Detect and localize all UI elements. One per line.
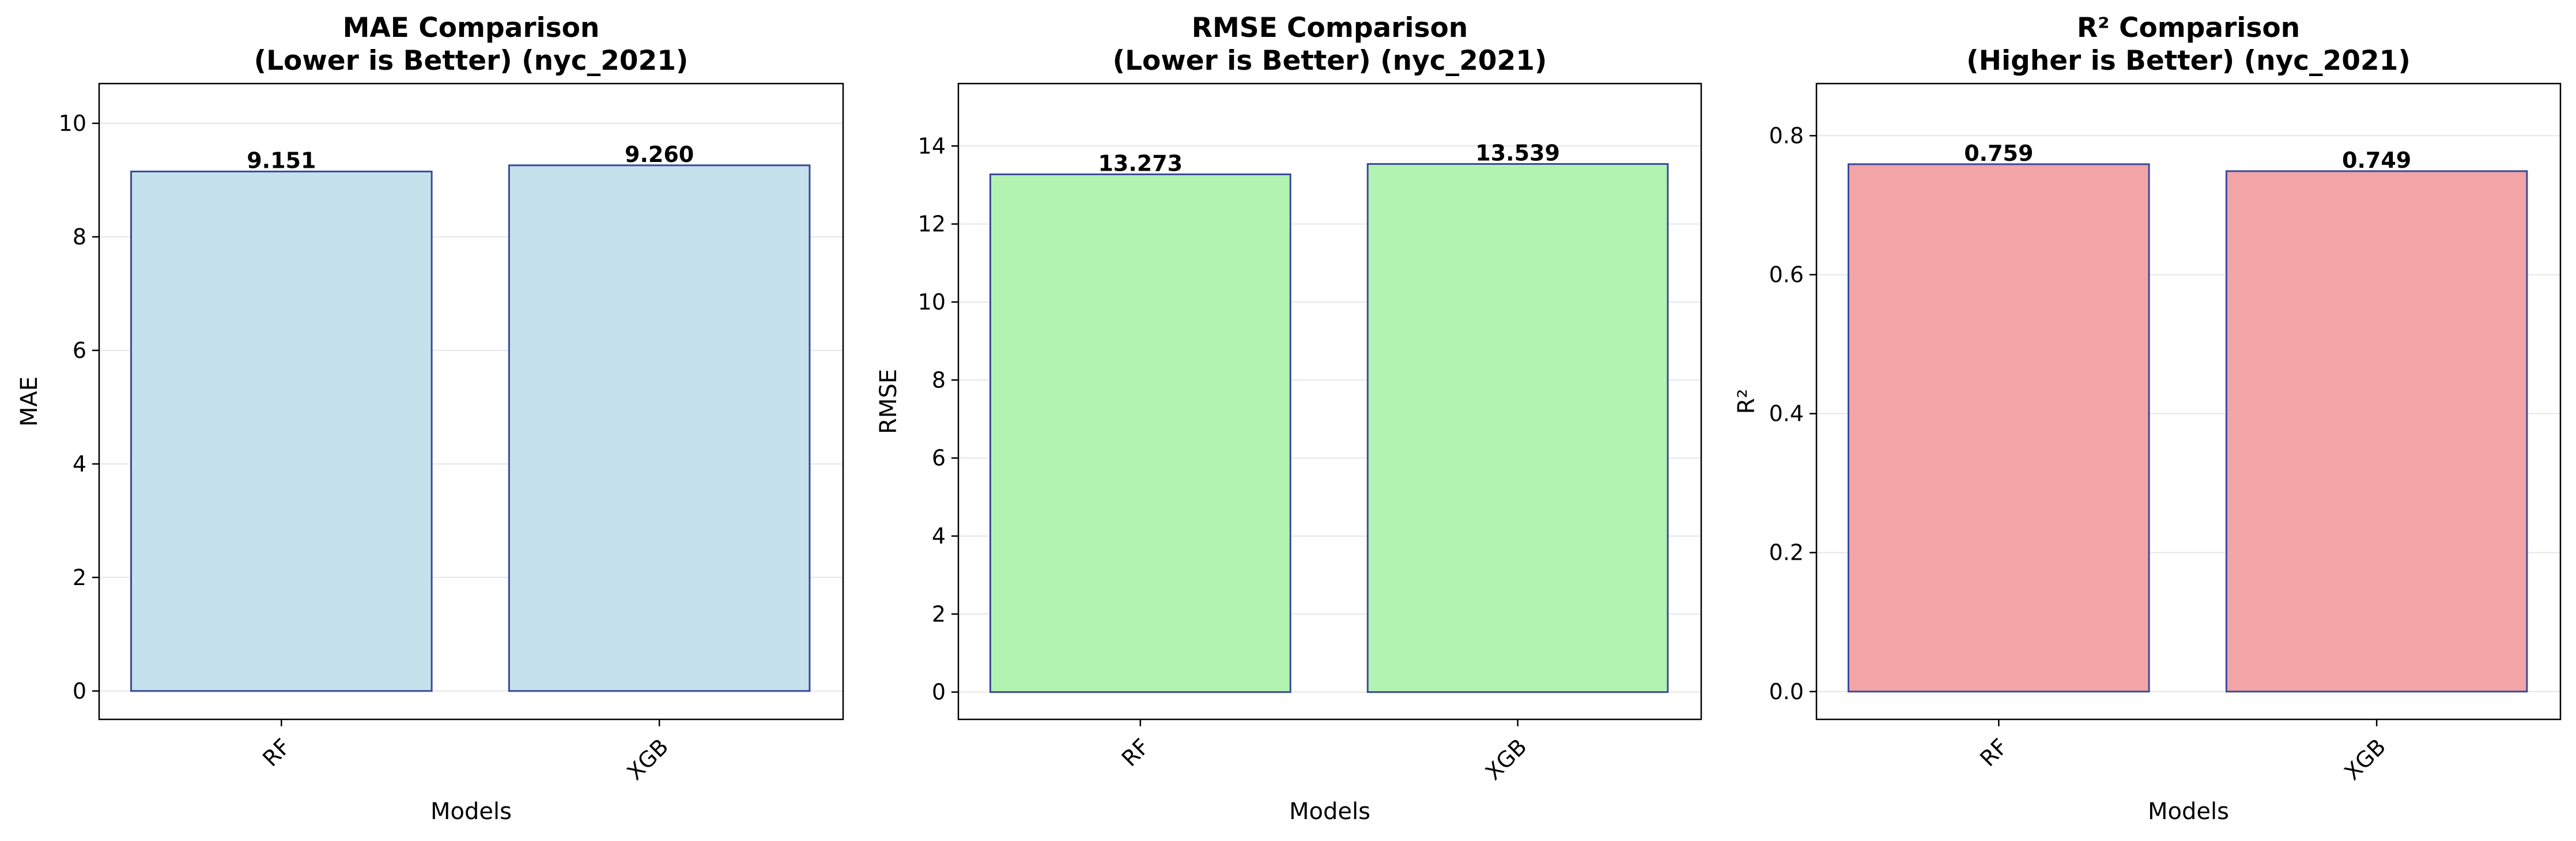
y-tick-label: 4 — [73, 451, 86, 477]
chart-subtitle: (Lower is Better) (nyc_2021) — [254, 45, 689, 77]
value-label: 0.759 — [1964, 141, 2033, 166]
x-axis-label: Models — [430, 798, 512, 825]
x-tick-label: RF — [1975, 734, 2012, 771]
value-label: 9.151 — [247, 148, 316, 174]
y-tick-label: 0 — [932, 680, 946, 705]
value-label: 13.273 — [1098, 150, 1183, 176]
axes-frame — [98, 82, 844, 721]
y-tick-label: 0.0 — [1769, 679, 1804, 704]
chart-panel-1: 9.151 RF 9.260 XGB 0 2 4 6 8 10 MAE Comparison(Low… — [16, 12, 844, 825]
x-tick-label: XGB — [2340, 734, 2391, 785]
x-tick-label: XGB — [622, 734, 673, 785]
bar — [989, 173, 1291, 693]
y-tick-label: 2 — [932, 601, 946, 627]
y-tick-label: 8 — [932, 367, 946, 393]
y-tick-label: 12 — [918, 212, 946, 237]
y-tick-label: 8 — [73, 224, 86, 250]
axes-frame — [957, 82, 1702, 721]
y-tick-label: 2 — [73, 565, 86, 590]
value-label: 9.260 — [625, 142, 694, 167]
y-tick-label: 14 — [918, 133, 946, 159]
y-axis-label: MAE — [16, 376, 43, 427]
x-tick-label: XGB — [1480, 734, 1532, 785]
y-tick-label: 0.8 — [1769, 123, 1804, 148]
x-axis-label: Models — [1289, 798, 1370, 825]
chart-title: R² Comparison — [2077, 12, 2300, 44]
value-label: 13.539 — [1475, 140, 1560, 165]
y-tick-label: 0 — [73, 678, 86, 704]
chart-panel-2: 13.273 RF 13.539 XGB 0 2 4 6 8 10 12 14 RMSE Compari… — [875, 12, 1702, 825]
x-tick-label: RF — [1117, 734, 1154, 771]
bar — [1848, 163, 2150, 693]
y-tick-label: 0.4 — [1769, 401, 1804, 427]
chart-subtitle: (Higher is Better) (nyc_2021) — [1966, 45, 2411, 77]
bar — [1366, 163, 1669, 693]
y-tick-label: 10 — [59, 111, 86, 136]
axes-frame — [1815, 82, 2562, 721]
y-tick-label: 0.6 — [1769, 262, 1804, 288]
y-tick-label: 6 — [932, 446, 946, 471]
bar — [130, 171, 433, 692]
chart-title: RMSE Comparison — [1192, 12, 1468, 44]
chart-panel-3: 0.759 RF 0.749 XGB 0.0 0.2 0.4 0.6 0.8 R² Compari… — [1733, 12, 2562, 825]
y-axis-label: R² — [1733, 389, 1760, 414]
bar — [508, 164, 811, 692]
y-tick-label: 10 — [918, 289, 946, 315]
chart-title: MAE Comparison — [343, 12, 600, 44]
y-axis-label: RMSE — [875, 369, 902, 434]
chart-subtitle: (Lower is Better) (nyc_2021) — [1113, 45, 1547, 77]
y-tick-label: 6 — [73, 338, 86, 363]
x-tick-label: RF — [258, 734, 295, 771]
value-label: 0.749 — [2342, 148, 2411, 173]
y-tick-label: 0.2 — [1769, 540, 1804, 565]
y-tick-label: 4 — [932, 523, 946, 549]
bar — [2225, 170, 2528, 693]
x-axis-label: Models — [2148, 798, 2229, 825]
